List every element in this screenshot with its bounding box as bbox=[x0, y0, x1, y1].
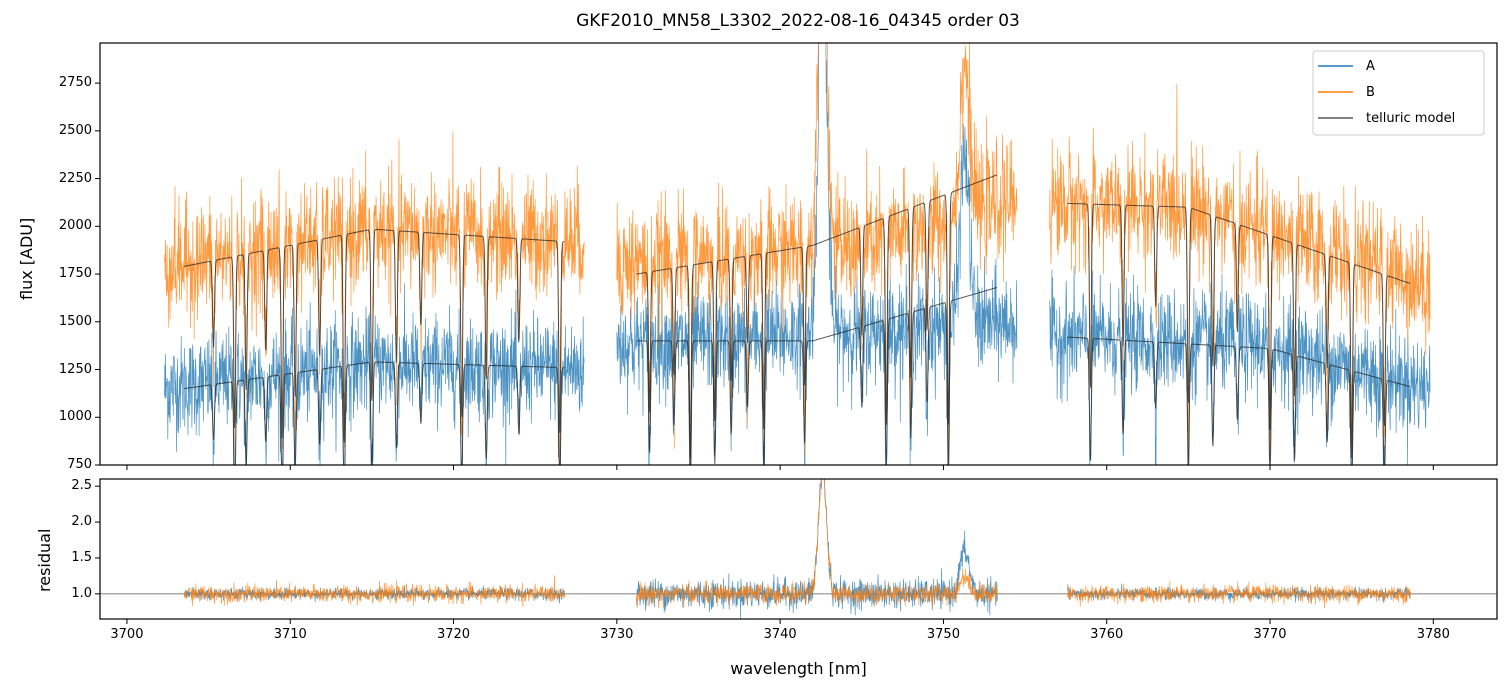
telluric-model-line-b-segment-3 bbox=[1067, 202, 1411, 459]
flux-y-tick-label: 750 bbox=[67, 457, 92, 472]
flux-y-tick-label: 1250 bbox=[58, 361, 92, 377]
residual-y-tick-label: 2.5 bbox=[71, 478, 92, 494]
legend bbox=[1312, 50, 1485, 136]
residual-plot-data bbox=[100, 479, 1497, 619]
x-tick-label: 3720 bbox=[436, 627, 471, 642]
series-b-residual-segment-1 bbox=[183, 575, 565, 607]
series-a-flux-segment-3 bbox=[1049, 265, 1431, 465]
flux-y-tick-label: 1000 bbox=[58, 409, 92, 425]
x-tick-label: 3780 bbox=[1416, 627, 1450, 642]
telluric-model-line-b-segment-2 bbox=[636, 174, 998, 460]
x-tick-label: 3770 bbox=[1253, 627, 1287, 642]
flux-y-tick-label: 2750 bbox=[58, 75, 92, 91]
legend-label-a: A bbox=[1366, 59, 1375, 74]
x-tick-label: 3710 bbox=[273, 627, 307, 642]
flux-y-tick-label: 1750 bbox=[58, 266, 92, 282]
legend-label-b: B bbox=[1366, 85, 1375, 100]
flux-y-tick-label: 2250 bbox=[58, 170, 92, 186]
x-tick-label: 3750 bbox=[926, 627, 960, 642]
residual-y-tick-label: 1.0 bbox=[71, 585, 92, 601]
legend-box bbox=[1312, 50, 1485, 136]
series-a-flux-segment-1 bbox=[164, 283, 585, 465]
x-tick-label: 3730 bbox=[600, 627, 634, 642]
series-b-flux-segment-2 bbox=[616, 43, 1018, 465]
flux-plot-data bbox=[164, 43, 1431, 465]
x-axis-label: wavelength [nm] bbox=[730, 659, 867, 678]
x-tick-label: 3740 bbox=[763, 627, 797, 642]
x-tick-label: 3760 bbox=[1090, 627, 1124, 642]
x-tick-label: 3700 bbox=[110, 627, 144, 642]
chart-title: GKF2010_MN58_L3302_2022-08-16_04345 orde… bbox=[576, 11, 1020, 31]
axis-ticks bbox=[95, 82, 1434, 624]
series-b-residual-segment-2 bbox=[636, 479, 998, 609]
flux-y-tick-label: 1500 bbox=[58, 313, 92, 329]
series-b-flux-segment-3 bbox=[1049, 84, 1431, 465]
flux-y-tick-label: 2500 bbox=[58, 122, 92, 138]
telluric-model-line-a-segment-3 bbox=[1067, 336, 1411, 465]
flux-y-tick-label: 2000 bbox=[58, 218, 92, 234]
residual-y-tick-label: 1.5 bbox=[71, 549, 92, 565]
telluric-model-line-a-segment-2 bbox=[636, 287, 998, 465]
residual-y-tick-label: 2.0 bbox=[71, 514, 92, 530]
residual-axes-frame bbox=[99, 478, 1498, 620]
series-b-residual-segment-3 bbox=[1067, 580, 1411, 609]
telluric-model-line-b-segment-1 bbox=[184, 229, 565, 443]
telluric-model-line-a-segment-1 bbox=[184, 361, 565, 465]
flux-axes-frame bbox=[99, 42, 1498, 466]
legend-label-telluric: telluric model bbox=[1366, 111, 1456, 126]
